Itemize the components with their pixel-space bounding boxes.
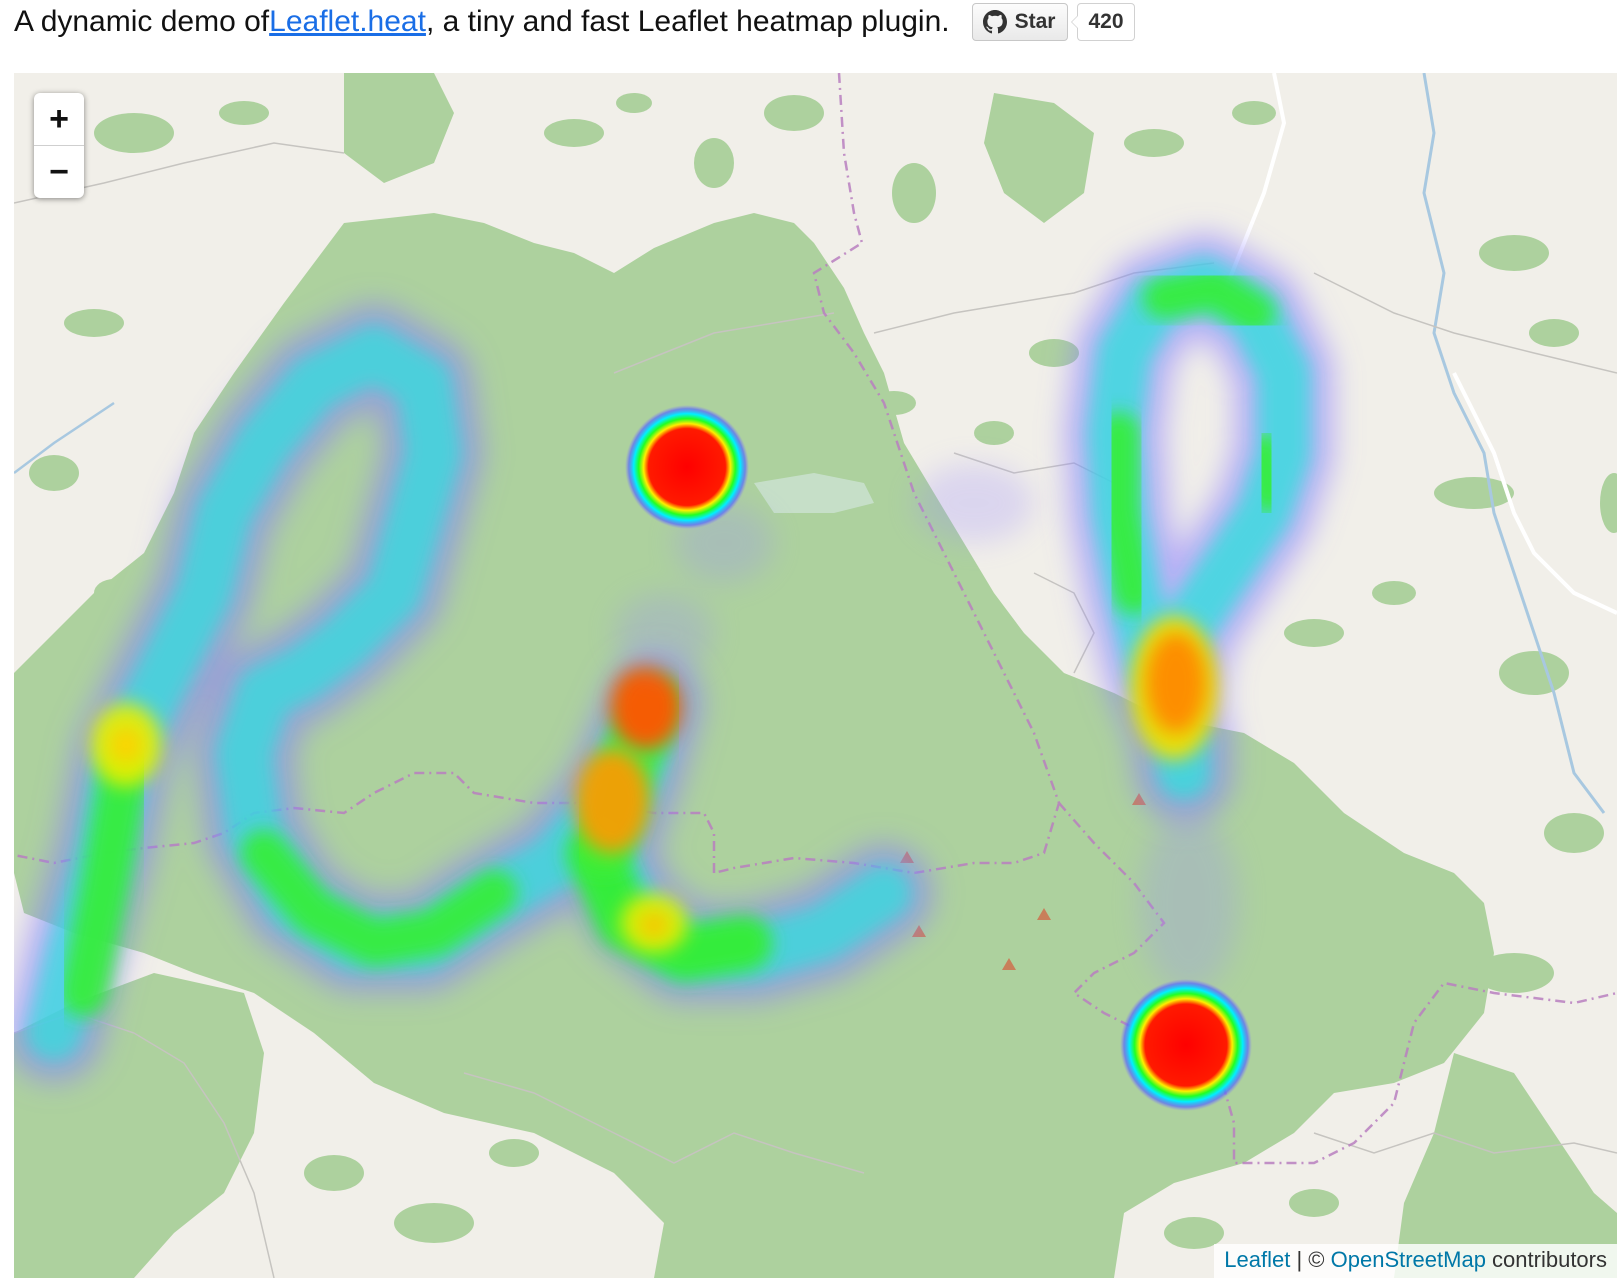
wetland: [754, 473, 874, 513]
intro-suffix: , a tiny and fast Leaflet heatmap plugin…: [425, 5, 950, 38]
heat-hotspot: [1120, 979, 1252, 1111]
river: [14, 401, 115, 474]
forest-area: [344, 73, 454, 183]
heat-hotspot: [625, 405, 749, 529]
github-star-label: Star: [1014, 10, 1056, 33]
heat-cores-left: [90, 665, 688, 953]
river: [1422, 73, 1606, 814]
intro-text: A dynamic demo of Leaflet.heat , a tiny …: [14, 0, 1135, 44]
attribution-contributors: contributors: [1485, 1247, 1607, 1272]
heatmap-map[interactable]: + − Leaflet | © OpenStreetMap contributo…: [14, 73, 1617, 1278]
attribution-separator: | ©: [1290, 1247, 1331, 1272]
leaflet-attribution-link[interactable]: Leaflet: [1224, 1247, 1291, 1272]
zoom-in-button[interactable]: +: [34, 93, 84, 146]
github-star-button[interactable]: Star: [971, 3, 1069, 41]
github-octocat-icon: [982, 10, 1007, 34]
intro-prefix: A dynamic demo of: [14, 5, 270, 38]
forest-area: [984, 93, 1094, 223]
heat-trail-right: [1064, 233, 1334, 823]
github-star-widget: Star 420: [971, 3, 1135, 41]
heatmap-layer: [14, 233, 1334, 1111]
heat-cores-right: [1130, 616, 1218, 760]
github-star-count[interactable]: 420: [1071, 3, 1135, 41]
forest-area: [1394, 1053, 1617, 1278]
map-attribution: Leaflet | © OpenStreetMap contributors: [1214, 1244, 1617, 1278]
osm-attribution-link[interactable]: OpenStreetMap: [1330, 1247, 1486, 1272]
zoom-out-button[interactable]: −: [49, 153, 69, 191]
zoom-control: + −: [34, 93, 84, 198]
peak-markers: [900, 793, 1146, 970]
heat-haze: [614, 463, 1239, 993]
leaflet-heat-link[interactable]: Leaflet.heat: [269, 5, 426, 38]
heat-trail-left: [14, 303, 934, 1083]
